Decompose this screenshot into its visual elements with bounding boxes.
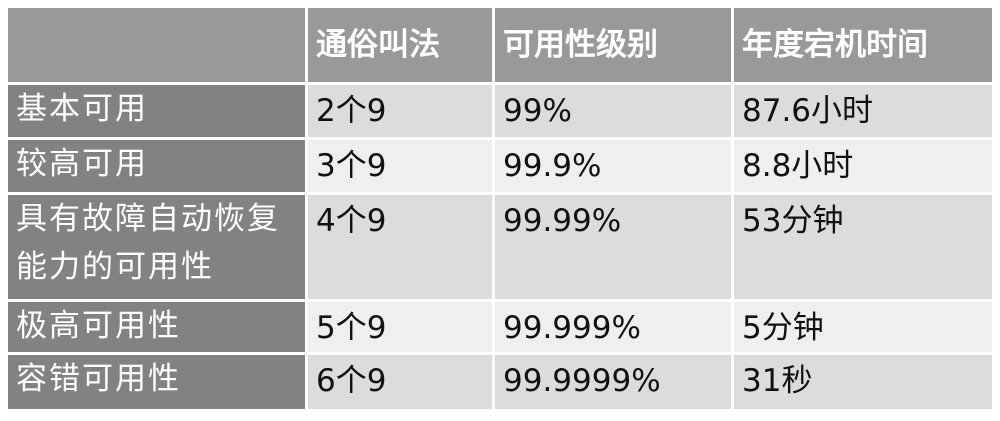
table-cell: 53分钟	[734, 195, 992, 299]
table-cell: 99%	[495, 85, 731, 137]
header-cell: 年度宕机时间	[734, 8, 992, 82]
table-cell: 99.9%	[495, 140, 731, 192]
row-label: 基本可用	[8, 85, 305, 137]
table-cell: 5分钟	[734, 302, 992, 352]
table-cell: 5个9	[308, 302, 492, 352]
table-cell: 2个9	[308, 85, 492, 137]
availability-table: 通俗叫法 可用性级别 年度宕机时间 基本可用 2个9 99% 87.6小时 较高可用 3个9 99…	[8, 8, 992, 409]
table-cell: 31秒	[734, 355, 992, 409]
header-cell: 可用性级别	[495, 8, 731, 82]
table-cell: 6个9	[308, 355, 492, 409]
table-cell: 99.999%	[495, 302, 731, 352]
table-cell: 99.9999%	[495, 355, 731, 409]
corner-cell	[8, 8, 305, 82]
row-label: 容错可用性	[8, 355, 305, 409]
row-label: 极高可用性	[8, 302, 305, 352]
header-cell: 通俗叫法	[308, 8, 492, 82]
row-label: 较高可用	[8, 140, 305, 192]
row-label: 具有故障自动恢复能力的可用性	[8, 195, 305, 299]
table-cell: 99.99%	[495, 195, 731, 299]
table-cell: 3个9	[308, 140, 492, 192]
table-cell: 87.6小时	[734, 85, 992, 137]
table-cell: 4个9	[308, 195, 492, 299]
table-cell: 8.8小时	[734, 140, 992, 192]
